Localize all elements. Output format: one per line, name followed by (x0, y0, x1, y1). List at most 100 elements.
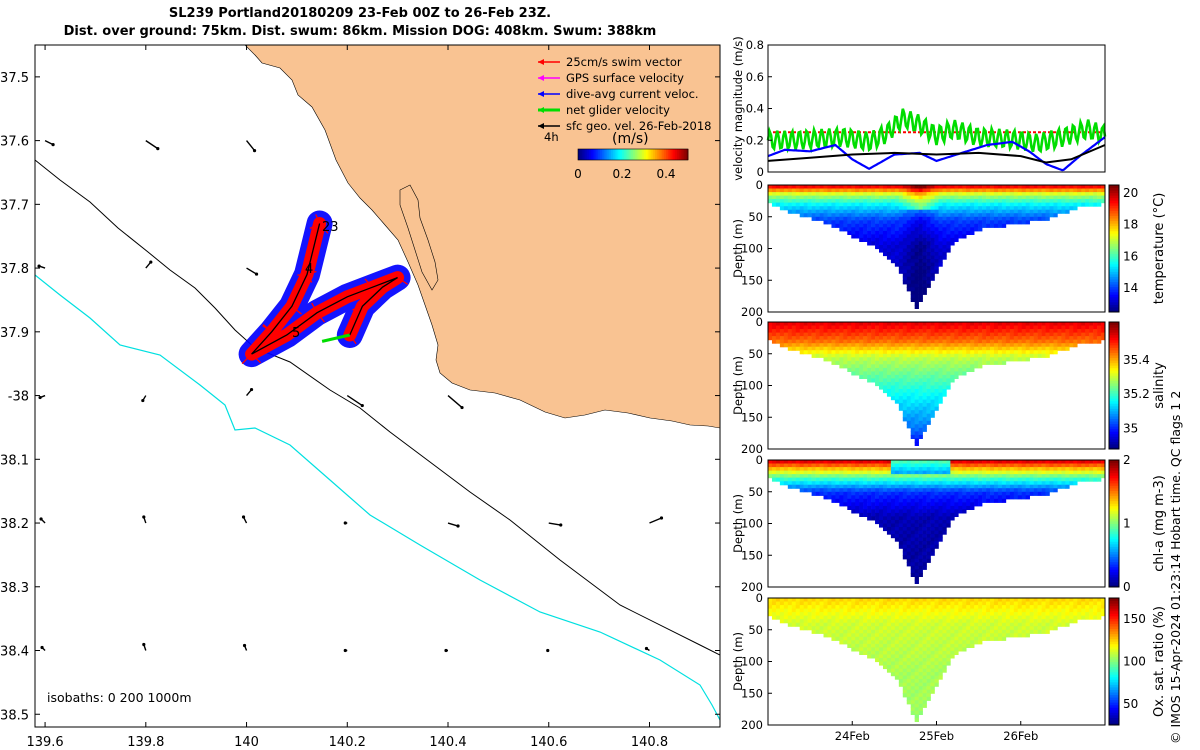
heatmap-cell (986, 491, 991, 496)
heatmap-cell (902, 266, 908, 271)
heatmap-cell (1005, 470, 1011, 475)
heatmap-cell (894, 665, 900, 670)
heatmap-cell (867, 612, 872, 617)
heatmap-cell (819, 481, 824, 486)
heatmap-cell (922, 505, 927, 510)
heatmap-cell (1013, 332, 1019, 337)
heatmap-cell (958, 220, 963, 225)
heatmap-cell (990, 615, 995, 620)
heatmap-cell (1061, 185, 1066, 190)
heatmap-cell (851, 491, 856, 496)
heatmap-cell (1061, 199, 1066, 204)
heatmap-cell (946, 612, 951, 617)
heatmap-cell (859, 216, 864, 221)
heatmap-cell (839, 325, 844, 330)
legend-arrowhead (538, 123, 544, 129)
heatmap-cell (1033, 467, 1038, 472)
heatmap-cell (993, 357, 999, 362)
heatmap-cell (938, 629, 943, 634)
heatmap-cell (875, 188, 880, 193)
heatmap-cell (855, 332, 860, 337)
heatmap-cell (894, 325, 900, 330)
heatmap-cell (775, 463, 781, 468)
heatmap-cell (926, 520, 931, 525)
heatmap-cell (803, 199, 808, 204)
heatmap-cell (875, 615, 880, 620)
heatmap-cell (902, 353, 908, 358)
heatmap-cell (982, 336, 987, 341)
heatmap-cell (1017, 202, 1023, 207)
heatmap-cell (922, 608, 927, 613)
heatmap-cell (875, 516, 880, 521)
heatmap-cell (1029, 353, 1034, 358)
heatmap-cell (819, 185, 824, 190)
heatmap-cell (843, 360, 848, 365)
heatmap-cell (1065, 329, 1070, 334)
heatmap-cell (886, 484, 892, 489)
heatmap-cell (1037, 336, 1042, 341)
heatmap-cell (978, 216, 983, 221)
heatmap-cell (974, 206, 979, 211)
heatmap-cell (867, 643, 872, 648)
heatmap-cell (1037, 477, 1042, 482)
heatmap-cell (871, 477, 876, 482)
heatmap-cell (898, 195, 904, 200)
heatmap-cell (922, 530, 927, 535)
heatmap-cell (910, 280, 915, 285)
y-tick-label: 38.5 (0, 708, 29, 723)
heatmap-cell (867, 350, 872, 355)
heatmap-cell (835, 195, 840, 200)
heatmap-cell (906, 665, 912, 670)
heatmap-cell (922, 290, 927, 295)
heatmap-cell (831, 481, 836, 486)
heatmap-cell (894, 241, 900, 246)
heatmap-cell (990, 185, 995, 190)
heatmap-cell (886, 636, 892, 641)
x-tick-label: 140.4 (429, 735, 466, 750)
heatmap-cell (1057, 477, 1062, 482)
heatmap-cell (938, 332, 943, 337)
heatmap-cell (882, 665, 888, 670)
heatmap-cell (843, 629, 848, 634)
heatmap-cell (843, 185, 848, 190)
heatmap-cell (954, 650, 959, 655)
heatmap-cell (1045, 346, 1050, 351)
heatmap-cell (914, 703, 919, 708)
heatmap-cell (926, 548, 931, 553)
heatmap-cell (922, 392, 927, 397)
heatmap-cell (863, 636, 868, 641)
heatmap-cell (1017, 346, 1023, 351)
heatmap-cell (974, 484, 979, 489)
heatmap-cell (942, 230, 947, 235)
heatmap-cell (771, 598, 777, 603)
heatmap-cell (902, 399, 908, 404)
heatmap-cell (1017, 343, 1023, 348)
heatmap-cell (894, 357, 900, 362)
heatmap-cell (926, 192, 931, 197)
heatmap-cell (950, 512, 955, 517)
heatmap-cell (914, 206, 919, 211)
heatmap-cell (867, 220, 872, 225)
heatmap-cell (906, 658, 912, 663)
heatmap-cell (863, 192, 868, 197)
heatmap-cell (914, 534, 919, 539)
heatmap-cell (843, 491, 848, 496)
heatmap-cell (783, 601, 789, 606)
colorbar-cell (1109, 377, 1119, 381)
heatmap-cell (1065, 474, 1070, 479)
heatmap-cell (982, 636, 987, 641)
heatmap-cell (879, 199, 884, 204)
heatmap-cell (910, 413, 915, 418)
heatmap-cell (918, 558, 923, 563)
heatmap-cell (914, 558, 919, 563)
heatmap-cell (1041, 188, 1046, 193)
heatmap-cell (859, 505, 864, 510)
heatmap-cell (954, 615, 959, 620)
heatmap-cell (914, 343, 919, 348)
heatmap-cell (914, 389, 919, 394)
heatmap-cell (803, 202, 808, 207)
heatmap-cell (839, 608, 844, 613)
heatmap-cell (867, 357, 872, 362)
heatmap-cell (894, 213, 900, 218)
heatmap-cell (938, 615, 943, 620)
